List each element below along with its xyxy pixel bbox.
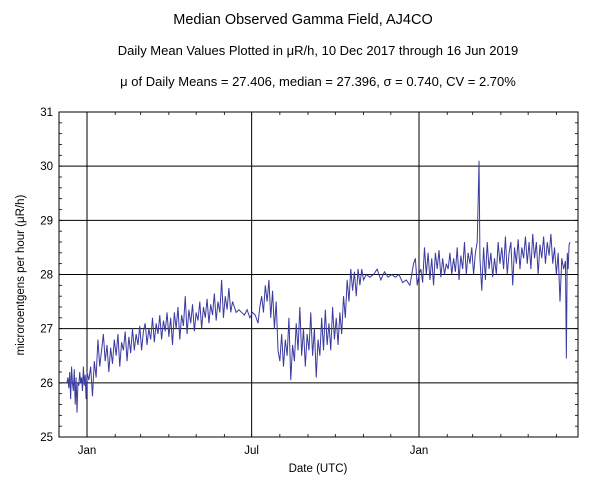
- y-tick-label: 29: [40, 215, 53, 227]
- x-tick-label: Jan: [410, 445, 429, 457]
- x-tick-label: Jan: [78, 445, 97, 457]
- x-axis-ticks: Jan Jul Jan: [78, 112, 557, 457]
- x-axis-label: Date (UTC): [289, 463, 348, 475]
- chart-subtitle: Daily Mean Values Plotted in μR/h, 10 De…: [118, 43, 518, 58]
- y-tick-label: 28: [40, 270, 53, 282]
- y-tick-label: 31: [40, 107, 53, 119]
- y-tick-label: 27: [40, 324, 53, 336]
- y-axis-label: microroentgens per hour (μR/h): [15, 195, 27, 356]
- y-tick-label: 26: [40, 378, 53, 390]
- daily-mean-series-line: [66, 160, 571, 413]
- gridlines: [59, 112, 578, 437]
- x-tick-label: Jul: [244, 445, 259, 457]
- chart-title: Median Observed Gamma Field, AJ4CO: [173, 12, 433, 28]
- y-tick-label: 30: [40, 161, 53, 173]
- chart-stats-line: μ of Daily Means = 27.406, median = 27.3…: [120, 74, 516, 89]
- y-axis-ticks: 25 26 27 28 29 30 31: [40, 107, 578, 444]
- y-tick-label: 25: [40, 432, 53, 444]
